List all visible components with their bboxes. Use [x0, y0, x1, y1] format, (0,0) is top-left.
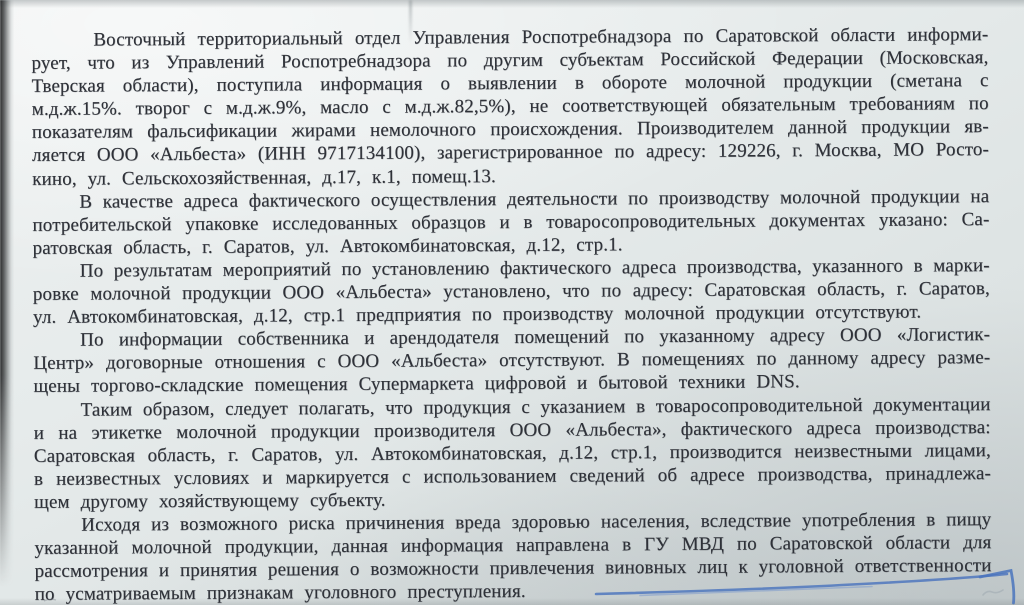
photo-bottom-shade — [0, 598, 1024, 605]
document-text: Восточный территориальный отдел Управлен… — [31, 23, 992, 605]
paper-crease — [409, 0, 412, 44]
photo-left-edge-shadow — [0, 0, 14, 605]
text-line: по усматриваемым признакам уголовного пр… — [34, 581, 526, 605]
